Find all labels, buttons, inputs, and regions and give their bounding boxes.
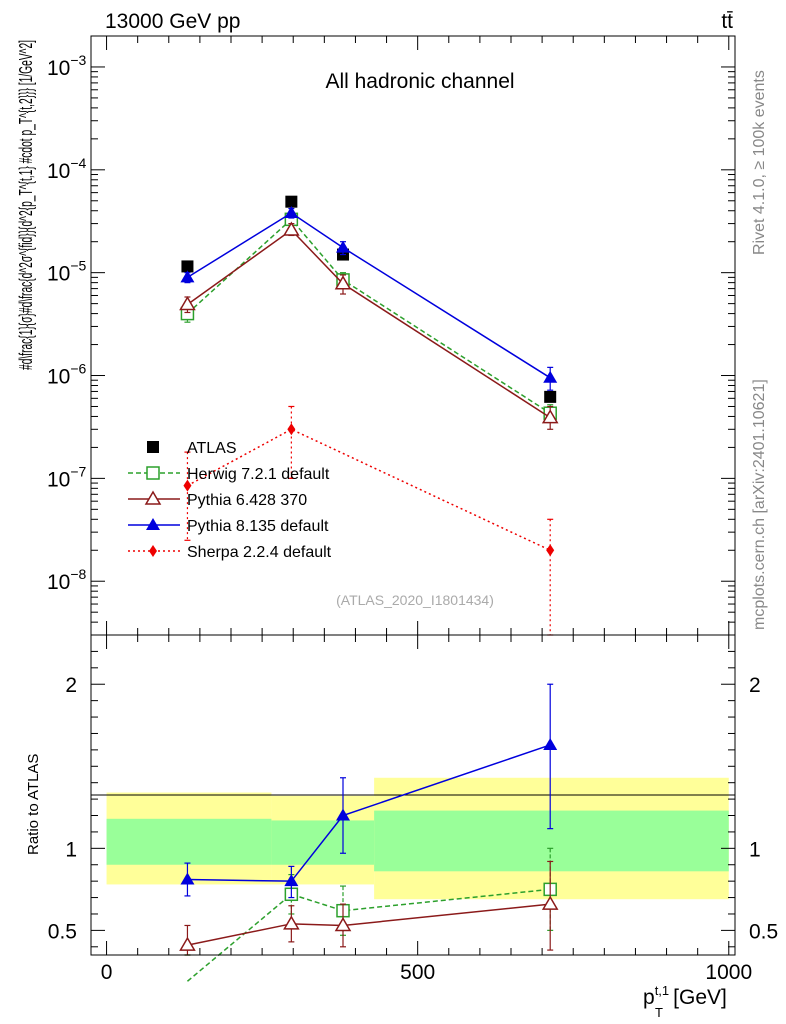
main-y-tick-label: 10−3 [47, 52, 87, 80]
tick-base: 10 [47, 160, 70, 183]
ratio-y-tick-label-right: 2 [749, 674, 761, 697]
legend-marker-data [147, 441, 159, 453]
ratio-y-tick-label: 1 [65, 838, 77, 861]
legend-label-pythia6: Pythia 6.428 370 [187, 492, 307, 509]
main-point-sherpa [546, 544, 555, 557]
legend-label-pythia8: Pythia 8.135 default [187, 518, 329, 535]
mcplots-label: mcplots.cern.ch [arXiv:2401.10621] [751, 379, 768, 630]
main-y-tick-label: 10−5 [47, 258, 87, 286]
process-label: tt̄ [721, 10, 733, 33]
legend-label-sherpa: Sherpa 2.2.4 default [187, 544, 332, 561]
main-line-pythia8 [187, 212, 551, 379]
main-point-pythia8 [543, 370, 558, 383]
x-axis-title-sup: t,1 [655, 983, 669, 998]
uncertainty-band-inner [106, 818, 272, 865]
legend-marker-pythia8 [146, 518, 160, 530]
main-point-data [285, 195, 298, 208]
tick-base: 10 [47, 366, 70, 389]
ratio-x-tick-label: 0 [101, 961, 113, 984]
main-y-tick-label: 10−8 [47, 566, 87, 594]
legend-label-herwig: Herwig 7.2.1 default [187, 466, 330, 483]
ratio-line-herwig [186, 888, 551, 982]
tick-exponent: −4 [70, 155, 86, 171]
ratio-point-pythia6 [179, 936, 196, 951]
ratio-marks [179, 683, 559, 982]
main-ticks: 10−810−710−610−510−410−3 [47, 35, 735, 636]
main-marks [179, 195, 559, 636]
ratio-frame [90, 634, 736, 956]
main-point-sherpa [287, 423, 296, 436]
x-axis-title-main: p [643, 986, 655, 1009]
tick-base: 10 [47, 263, 70, 286]
main-point-pythia6 [283, 221, 300, 236]
ratio-point-pythia6 [541, 895, 559, 910]
tick-exponent: −6 [70, 361, 86, 377]
uncertainty-band-inner [374, 810, 729, 872]
ratio-point-pythia8 [543, 737, 558, 750]
ratio-y-tick-label-right: 1 [749, 838, 761, 861]
tick-exponent: −5 [70, 258, 86, 274]
legend: ATLAS Herwig 7.2.1 default Pythia 6.428 37… [128, 440, 332, 561]
tick-exponent: −8 [70, 566, 86, 582]
tick-exponent: −3 [70, 52, 86, 68]
ratio-point-pythia6 [283, 915, 300, 930]
rivet-label: Rivet 4.1.0, ≥ 100k events [751, 70, 768, 255]
ratio-line-pythia6 [187, 903, 551, 946]
ratio-y-tick-label: 2 [65, 674, 77, 697]
main-point-pythia6 [334, 275, 352, 290]
legend-marker-sherpa [149, 545, 157, 557]
main-point-pythia6 [179, 296, 196, 311]
main-ylabel: #d\frac{1}{σ}#d\frac{d^2σ^{fid}}{d^2{p_T… [16, 40, 37, 370]
tick-base: 10 [47, 571, 70, 594]
ratio-panel: 0.5 0.5 1 1 2 2 0 500 1000 Ratio to ATLAS pt,1 [G… [25, 634, 778, 1020]
analysis-label: (ATLAS_2020_I1801434) [336, 592, 494, 608]
ratio-bands [106, 777, 729, 900]
main-panel: 10−810−710−610−510−410−3 All hadronic ch… [16, 35, 736, 636]
main-point-data [181, 260, 194, 273]
x-axis-title-unit: [GeV] [673, 986, 727, 1009]
main-point-pythia8 [336, 240, 350, 253]
main-y-tick-label: 10−7 [47, 463, 87, 491]
main-line-herwig [186, 218, 551, 414]
ratio-ticks: 0.5 0.5 1 1 2 2 0 500 1000 [48, 635, 778, 984]
ratio-point-pythia8 [284, 874, 299, 887]
main-title: All hadronic channel [325, 70, 514, 93]
legend-label-data: ATLAS [187, 440, 237, 457]
tick-base: 10 [47, 57, 70, 80]
ratio-x-tick-label: 1000 [705, 961, 752, 984]
legend-marker-pythia6 [144, 490, 162, 505]
main-point-pythia6 [541, 409, 559, 424]
main-y-tick-label: 10−6 [47, 361, 87, 389]
main-y-tick-label: 10−4 [47, 155, 87, 183]
main-point-pythia8 [284, 206, 299, 219]
tick-exponent: −7 [70, 463, 86, 479]
ratio-ylabel: Ratio to ATLAS [25, 754, 42, 855]
main-line-pythia6 [187, 228, 551, 419]
x-axis-title-sub: T [655, 1005, 663, 1020]
main-point-pythia8 [180, 270, 195, 283]
ratio-point-pythia8 [336, 808, 350, 821]
ratio-line-pythia8 [187, 744, 551, 882]
ratio-x-tick-label: 500 [400, 961, 435, 984]
energy-label: 13000 GeV pp [105, 10, 240, 33]
main-point-data [544, 390, 557, 403]
legend-marker-herwig [146, 466, 160, 480]
main-point-sherpa [183, 479, 192, 492]
ratio-point-pythia6 [334, 916, 352, 932]
ratio-y-tick-label-right: 0.5 [749, 920, 778, 943]
x-axis-title: pt,1 [GeV] [643, 983, 727, 1009]
ratio-y-tick-label: 0.5 [48, 920, 77, 943]
tick-base: 10 [47, 468, 70, 491]
ratio-point-pythia8 [180, 872, 195, 885]
uncertainty-band-inner [271, 820, 375, 865]
